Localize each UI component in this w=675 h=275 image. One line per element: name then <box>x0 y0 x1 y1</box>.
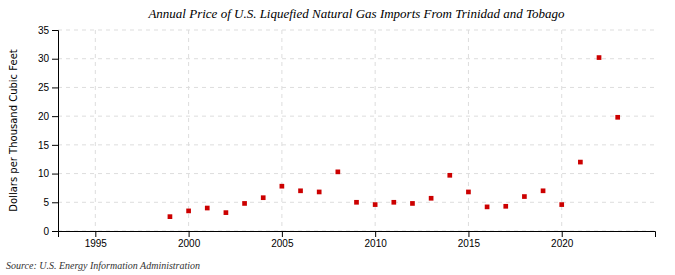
x-grid-line <box>561 30 562 231</box>
y-axis-tick-label: 20 <box>38 111 50 122</box>
y-axis-tick: 10 <box>38 168 58 179</box>
y-axis-label: Dollars per Thousand Cubic Feet <box>8 49 19 212</box>
x-axis-tick-mark <box>562 231 563 237</box>
point <box>168 214 173 219</box>
point <box>541 188 546 193</box>
y-grid-line <box>58 87 655 88</box>
x-axis-tick: 2015 <box>458 231 481 249</box>
y-axis-tick-mark <box>52 202 58 203</box>
point <box>298 188 303 193</box>
y-axis-tick-label: 35 <box>38 25 50 36</box>
point <box>503 204 508 209</box>
y-axis-tick-label: 5 <box>43 197 49 208</box>
y-grid-line <box>58 58 655 59</box>
y-axis-tick-label: 30 <box>38 53 50 64</box>
y-axis-tick-mark <box>52 30 58 31</box>
y-axis-tick: 25 <box>38 82 58 93</box>
plot-area: 1995 2000 2005 2010 2015 2020 0 5 10 15 20 25 30 35 <box>38 25 656 249</box>
x-axis-tick-label: 1995 <box>85 238 108 249</box>
point <box>485 205 490 210</box>
y-axis-tick-label: 10 <box>38 168 50 179</box>
point <box>410 201 415 206</box>
x-axis-tick-label: 2005 <box>271 238 294 249</box>
point <box>242 201 247 206</box>
x-axis-tick-label: 2020 <box>551 238 574 249</box>
y-axis-line <box>52 31 59 232</box>
y-axis-tick-label: 15 <box>38 140 50 151</box>
y-axis-tick-mark <box>52 231 58 232</box>
x-axis-tick: 2020 <box>551 231 574 249</box>
x-axis-tick-label: 2015 <box>458 238 481 249</box>
point <box>280 184 285 189</box>
x-axis-tick-mark <box>95 231 96 237</box>
x-grid-line <box>375 30 376 231</box>
y-grid-line <box>58 144 655 145</box>
x-axis-tick-label: 2010 <box>365 238 388 249</box>
y-grid-line <box>58 116 655 117</box>
x-axis-tick-mark <box>189 231 190 237</box>
y-axis-tick: 5 <box>43 197 58 208</box>
point <box>578 160 583 165</box>
points <box>168 55 620 219</box>
chart: 1995 2000 2005 2010 2015 2020 0 5 10 15 20 25 30 35 An… <box>0 0 675 275</box>
point <box>261 195 266 200</box>
y-axis: 0 5 10 15 20 25 30 35 <box>38 25 59 237</box>
grid <box>58 30 655 231</box>
x-grid-line <box>188 30 189 231</box>
x-axis-tick-mark <box>468 231 469 237</box>
y-axis-tick-label: 0 <box>43 226 49 237</box>
source-note: Source: U.S. Energy Information Administ… <box>6 260 200 271</box>
x-axis-tick: 2010 <box>365 231 388 249</box>
point <box>354 200 359 205</box>
x-axis-tick-mark <box>375 231 376 237</box>
y-grid-line <box>58 173 655 174</box>
point <box>317 190 322 195</box>
x-axis: 1995 2000 2005 2010 2015 2020 <box>59 231 656 249</box>
x-grid-line <box>468 30 469 231</box>
y-grid-line <box>58 30 655 31</box>
y-axis-tick: 20 <box>38 111 58 122</box>
y-axis-tick: 30 <box>38 53 58 64</box>
y-axis-tick-mark <box>52 59 58 60</box>
point <box>559 202 564 207</box>
y-axis-tick: 0 <box>43 226 58 237</box>
point <box>429 196 434 201</box>
point <box>373 202 378 207</box>
y-axis-tick: 35 <box>38 25 58 36</box>
x-axis-tick: 2000 <box>178 231 201 249</box>
y-axis-tick-label: 25 <box>38 82 50 93</box>
x-axis-line <box>59 232 656 238</box>
y-axis-tick-mark <box>52 87 58 88</box>
point <box>466 190 471 195</box>
point <box>615 115 620 120</box>
point <box>186 209 191 214</box>
y-axis-tick-mark <box>52 174 58 175</box>
y-axis-tick: 15 <box>38 140 58 151</box>
x-grid-line <box>95 30 96 231</box>
x-axis-tick: 1995 <box>85 231 108 249</box>
title: Annual Price of U.S. Liquefied Natural G… <box>147 6 565 21</box>
point <box>335 170 340 175</box>
point <box>205 206 210 211</box>
point <box>447 173 452 178</box>
point <box>391 200 396 205</box>
x-axis-tick-mark <box>282 231 283 237</box>
x-grid-line <box>281 30 282 231</box>
x-axis-tick: 2005 <box>271 231 294 249</box>
y-axis-tick-mark <box>52 145 58 146</box>
point <box>224 210 229 215</box>
point <box>522 194 527 199</box>
point <box>597 55 602 60</box>
x-axis-tick-label: 2000 <box>178 238 201 249</box>
y-axis-tick-mark <box>52 116 58 117</box>
